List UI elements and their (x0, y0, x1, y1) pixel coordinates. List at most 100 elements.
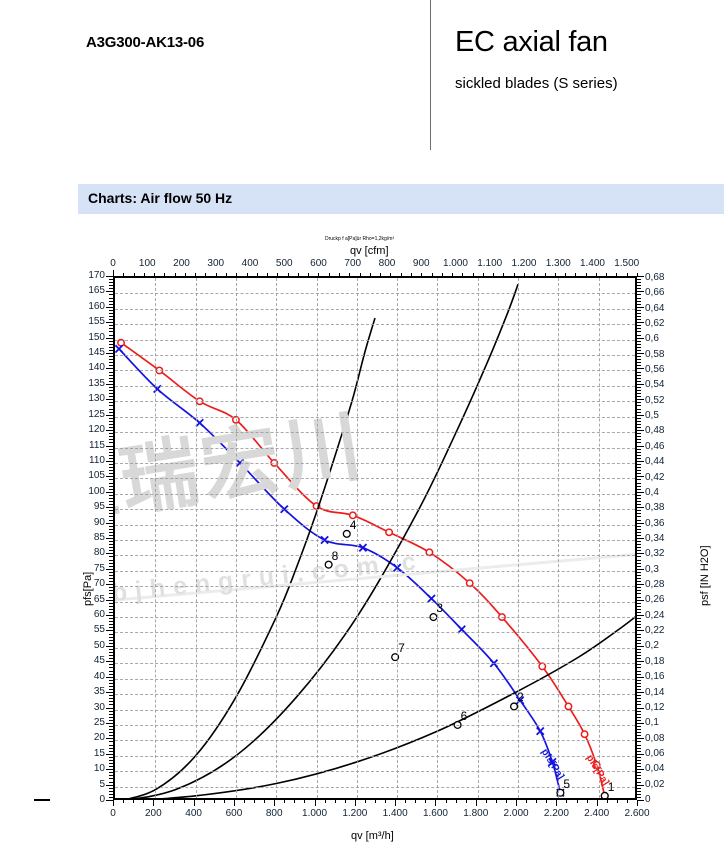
axis-tick (637, 368, 644, 370)
axis-tick (554, 273, 556, 276)
axis-tick (359, 273, 361, 276)
axis-tick (109, 386, 113, 388)
data-point-marker (385, 528, 394, 537)
axis-tick (637, 491, 644, 493)
y-axis-tick-label: 35 (93, 686, 105, 698)
axis-tick (154, 273, 156, 276)
axis-tick (109, 726, 113, 728)
axis-tick (213, 800, 215, 803)
right-axis-tick-label: 0,12 (645, 701, 665, 713)
axis-tick (109, 541, 113, 543)
axis-tick (576, 800, 578, 803)
axis-tick (637, 787, 641, 789)
axis-tick (109, 488, 113, 490)
axis-tick (637, 470, 641, 472)
grid-line-horizontal (115, 632, 635, 634)
axis-tick (637, 735, 641, 737)
axis-tick (637, 460, 644, 462)
axis-tick (482, 273, 484, 276)
grid-line-vertical (518, 278, 520, 798)
axis-tick (106, 430, 113, 432)
top-axis-tick-label: 200 (173, 258, 190, 269)
axis-tick (109, 346, 113, 348)
axis-tick (109, 408, 113, 410)
axis-tick (109, 732, 113, 734)
axis-tick (445, 800, 447, 803)
axis-tick (452, 273, 454, 276)
axis-tick (109, 790, 113, 792)
axis-tick (109, 467, 113, 469)
axis-tick (637, 775, 641, 777)
right-axis-tick-label: 0,06 (645, 747, 665, 759)
axis-tick (287, 273, 289, 276)
right-axis-tick-label: 0,44 (645, 456, 665, 468)
axis-tick (109, 411, 113, 413)
grid-line-horizontal (115, 663, 635, 665)
axis-tick (637, 501, 641, 502)
axis-tick (637, 692, 644, 694)
axis-tick (637, 328, 641, 330)
right-axis-tick-label: 0,34 (645, 532, 665, 544)
axis-tick (546, 800, 548, 803)
axis-tick (109, 457, 113, 459)
y-axis-tick-label: 125 (88, 408, 105, 420)
axis-tick (637, 288, 641, 290)
top-axis-tick-label: 800 (378, 258, 396, 269)
axis-tick (637, 550, 641, 552)
axis-tick (637, 605, 641, 607)
product-subtitle: sickled blades (S series) (455, 75, 618, 92)
grid-line-horizontal (115, 709, 635, 711)
y-axis-tick-label: 15 (93, 747, 105, 759)
y-axis-tick-label: 50 (93, 639, 105, 651)
right-axis-tick-label: 0,18 (645, 655, 665, 667)
axis-tick (637, 531, 641, 533)
axis-tick (344, 800, 346, 803)
axis-tick (637, 386, 641, 388)
axis-tick (106, 306, 113, 308)
axis-tick (328, 273, 330, 276)
grid-line-horizontal (115, 647, 635, 649)
right-axis-tick-label: 0,26 (645, 594, 665, 606)
axis-tick (637, 528, 641, 530)
axis-tick (637, 285, 641, 287)
axis-tick (109, 451, 113, 453)
axis-tick (556, 800, 558, 806)
axis-tick (637, 273, 638, 276)
grid-line-horizontal (115, 293, 635, 295)
axis-tick (184, 273, 186, 276)
axis-tick (637, 525, 641, 527)
axis-tick (455, 800, 457, 803)
axis-tick (109, 664, 113, 666)
axis-tick (369, 273, 371, 276)
axis-tick (637, 658, 641, 660)
axis-tick (536, 800, 538, 803)
axis-tick (109, 312, 113, 314)
axis-tick (637, 485, 641, 487)
axis-tick (441, 273, 443, 276)
axis-tick (596, 800, 598, 806)
operating-point-number: 6 (460, 708, 468, 723)
axis-tick (637, 504, 641, 506)
axis-tick (637, 322, 644, 324)
axis-tick (349, 273, 351, 276)
axis-tick (106, 753, 113, 755)
axis-tick (637, 790, 641, 792)
axis-tick (264, 800, 266, 803)
axis-tick (106, 476, 113, 478)
axis-tick (637, 642, 641, 644)
axis-tick (637, 343, 641, 345)
axis-tick (173, 800, 175, 803)
grid-line-horizontal (115, 432, 635, 434)
axis-tick (637, 476, 644, 478)
axis-tick (637, 457, 641, 459)
axis-tick (637, 417, 641, 419)
axis-tick (324, 800, 326, 803)
y-axis-tick-label: 65 (93, 593, 105, 605)
axis-tick (637, 624, 641, 626)
axis-tick (637, 655, 641, 657)
axis-tick (143, 273, 145, 276)
axis-tick (109, 510, 113, 512)
operating-point-number: 5 (563, 776, 571, 791)
axis-tick (637, 590, 641, 592)
